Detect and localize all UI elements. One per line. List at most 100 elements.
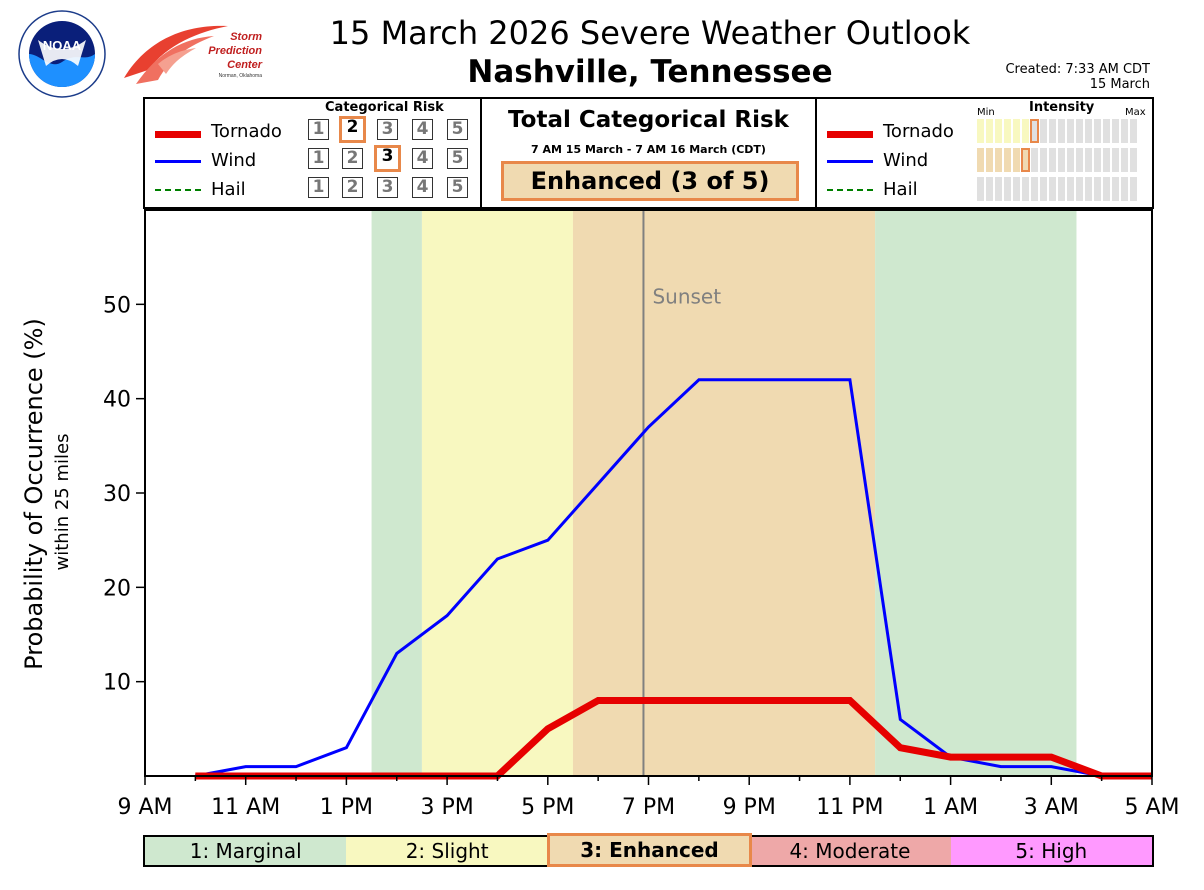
hail-intensity-cell [1076,177,1083,201]
tornado-intensity-cell [1058,119,1065,143]
tornado-legend-label: Tornado [211,121,282,142]
hail-intensity-cell [1022,177,1029,201]
risk-band-3 [875,210,1077,776]
hail-intensity-cell [1040,177,1047,201]
wind-intensity-cell [995,148,1002,172]
hail-intensity-cell [1013,177,1020,201]
wind-intensity-cell [1130,148,1137,172]
risk-bands [371,210,1077,776]
total-risk-badge: Enhanced (3 of 5) [501,161,799,201]
wind-intensity-line [827,160,873,163]
created-time: Created: 7:33 AM CDT [1005,62,1150,77]
svg-text:Prediction: Prediction [208,45,262,57]
tornado-risk-level-2: 2 [339,116,366,143]
wind-risk-level-1: 1 [308,148,329,169]
hail-intensity-cell [1085,177,1092,201]
svg-text:Center: Center [227,59,263,71]
created-timestamp: Created: 7:33 AM CDT 15 March [1005,62,1150,92]
wind-intensity-cell [1031,148,1038,172]
wind-intensity-cell [1013,148,1020,172]
hail-intensity-cell [1049,177,1056,201]
x-tick-label: 3 PM [420,795,473,820]
x-tick-label: 9 AM [117,795,172,820]
wind-intensity-cell [1040,148,1047,172]
x-tick-label: 9 PM [723,795,776,820]
risk-band-1 [421,210,573,776]
hail-risk-level-1: 1 [308,177,329,198]
tornado-intensity-cell [995,119,1002,143]
wind-series-line [195,378,1152,778]
total-risk-panel: Total Categorical Risk 7 AM 15 March - 7… [480,97,817,209]
tornado-intensity-cell [1040,119,1047,143]
tornado-intensity-cell [977,119,984,143]
wind-intensity-cell [1067,148,1074,172]
y-tick-label: 10 [103,671,131,696]
wind-intensity-cell [977,148,984,172]
categorical-risk-header: Categorical Risk [325,100,444,115]
risk-band-2 [572,210,876,776]
tornado-intensity-cell [1130,119,1137,143]
hail-intensity-cell [1004,177,1011,201]
x-tick-label: 7 PM [622,795,675,820]
wind-risk-level-2: 2 [342,148,363,169]
tornado-intensity-cell [1030,119,1039,143]
wind-intensity-cell [1085,148,1092,172]
tornado-intensity-cell [1004,119,1011,143]
noaa-logo-text: NOAA [43,38,82,53]
tornado-intensity-label: Tornado [883,121,954,142]
hail-risk-level-4: 4 [412,177,433,198]
noaa-logo: NOAA [18,10,106,98]
risk-band-0 [371,210,422,776]
wind-intensity-cell [1094,148,1101,172]
x-tick-label: 5 PM [521,795,574,820]
tornado-intensity-cell [1085,119,1092,143]
hail-intensity-cell [1031,177,1038,201]
hail-risk-level-3: 3 [377,177,398,198]
risk-scale-marginal: 1: Marginal [145,837,347,865]
tornado-intensity-cell [1013,119,1020,143]
intensity-min-label: Min [977,107,995,118]
wind-intensity-cell [1076,148,1083,172]
hail-risk-level-5: 5 [447,177,468,198]
spc-logo: Storm Prediction Center Norman, Oklahoma [124,25,263,84]
wind-risk-level-4: 4 [412,148,433,169]
wind-legend-label: Wind [211,150,257,171]
hail-intensity-cell [1121,177,1128,201]
tornado-intensity-cell [1067,119,1074,143]
sunset-label: Sunset [652,284,721,308]
x-tick-label: 1 PM [320,795,373,820]
svg-text:Norman, Oklahoma: Norman, Oklahoma [219,73,263,79]
tornado-intensity-cell [1076,119,1083,143]
location-title: Nashville, Tennessee [467,54,833,90]
wind-intensity-cell [1021,148,1030,172]
hail-intensity-line [827,189,873,191]
x-tick-label: 1 AM [923,795,978,820]
hail-intensity-cell [995,177,1002,201]
x-tick-label: 11 PM [816,795,883,820]
hail-intensity-label: Hail [883,179,918,200]
y-tick-label: 30 [103,482,131,507]
intensity-legend: Min Intensity Max Tornado Wind Hail [815,97,1154,209]
intensity-max-label: Max [1125,107,1146,118]
hail-intensity-cell [1058,177,1065,201]
wind-intensity-cell [1058,148,1065,172]
svg-text:Storm: Storm [230,31,262,43]
tornado-intensity-cell [1049,119,1056,143]
tornado-intensity-cell [1094,119,1101,143]
tornado-risk-level-3: 3 [377,119,398,140]
hail-intensity-cell [1067,177,1074,201]
hail-intensity-cell [977,177,984,201]
y-axis-sublabel: within 25 miles [52,434,73,571]
tornado-risk-level-5: 5 [447,119,468,140]
x-tick-label: 5 AM [1124,795,1179,820]
tornado-risk-level-4: 4 [412,119,433,140]
wind-intensity-cell [1103,148,1110,172]
tornado-intensity-cell [986,119,993,143]
tornado-intensity-cell [1112,119,1119,143]
hail-intensity-cell [1130,177,1137,201]
wind-legend-line [155,160,201,163]
tornado-intensity-cell [1022,119,1029,143]
total-risk-period: 7 AM 15 March - 7 AM 16 March (CDT) [531,143,766,156]
